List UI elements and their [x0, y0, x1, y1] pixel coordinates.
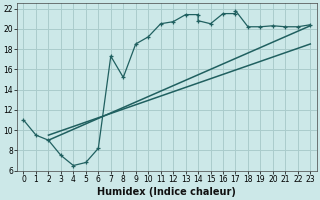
- X-axis label: Humidex (Indice chaleur): Humidex (Indice chaleur): [98, 187, 236, 197]
